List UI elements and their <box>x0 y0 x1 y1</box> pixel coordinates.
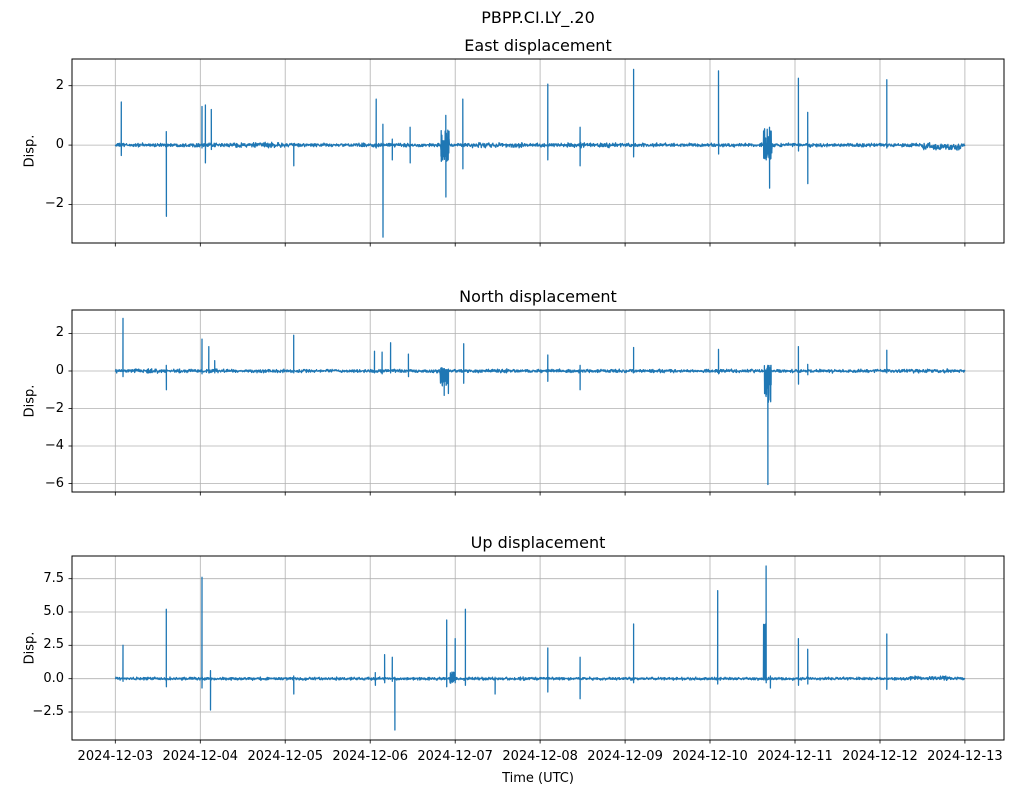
axes-border <box>71 309 1005 493</box>
panel-title-east: East displacement <box>464 36 612 55</box>
x-tick-label: 2024-12-07 <box>417 749 493 764</box>
y-tick-label: 7.5 <box>43 570 64 586</box>
x-tick-label: 2024-12-11 <box>757 749 833 764</box>
y-tick-label: −2 <box>44 400 64 416</box>
y-tick-label: 2 <box>55 77 64 93</box>
x-tick-label: 2024-12-04 <box>162 749 239 764</box>
x-tick-label: 2024-12-06 <box>332 749 408 764</box>
y-tick-label: −2.5 <box>32 704 64 719</box>
y-tick-label: −6 <box>44 475 64 491</box>
x-tick-label: 2024-12-08 <box>502 749 578 764</box>
figure-title: PBPP.CI.LY_.20 <box>481 8 595 27</box>
series-line-north <box>114 317 966 486</box>
series-line-east <box>114 68 966 238</box>
panel-title-north: North displacement <box>459 287 617 306</box>
y-tick-label: 0 <box>55 137 64 153</box>
x-tick-label: 2024-12-10 <box>672 749 748 764</box>
y-axis-label-north: Disp. <box>22 384 38 418</box>
y-tick-label: 0 <box>55 362 64 378</box>
series-line-up <box>114 565 966 731</box>
y-axis-label-up: Disp. <box>22 631 38 665</box>
y-tick-label: 2 <box>55 325 64 341</box>
y-tick-label: 0.0 <box>43 670 64 686</box>
x-tick-label: 2024-12-03 <box>77 749 154 764</box>
y-tick-label: 5.0 <box>43 604 64 619</box>
x-tick-label: 2024-12-13 <box>927 749 1003 764</box>
y-tick-label: −4 <box>44 438 64 454</box>
x-axis-label: Time (UTC) <box>502 771 574 786</box>
x-tick-label: 2024-12-09 <box>587 749 663 764</box>
y-tick-label: 2.5 <box>43 637 64 653</box>
y-axis-label-east: Disp. <box>22 134 38 168</box>
axes-border <box>71 555 1005 741</box>
x-tick-label: 2024-12-12 <box>842 749 918 764</box>
panel-title-up: Up displacement <box>470 533 606 552</box>
axes-border <box>71 58 1005 244</box>
x-tick-label: 2024-12-05 <box>247 749 324 764</box>
y-tick-label: −2 <box>44 196 64 212</box>
